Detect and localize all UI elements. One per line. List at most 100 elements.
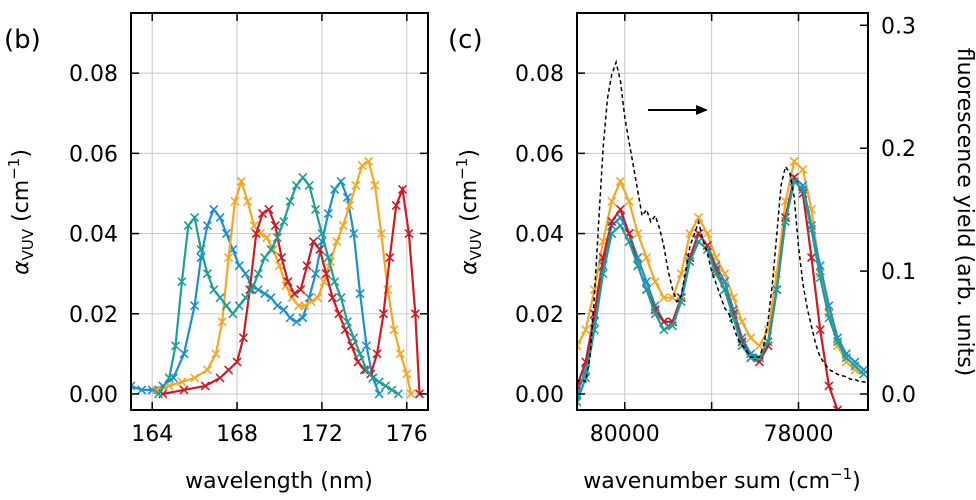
panel-b-x-tick-label: 168 bbox=[216, 422, 258, 447]
panel-b-y-axis-label: αVUV (cm−1) bbox=[5, 149, 37, 275]
panel-b-data-point-3 bbox=[342, 317, 352, 327]
panel-b-series-line-2 bbox=[162, 185, 421, 396]
panel-c-y2-tick-label: 0.3 bbox=[881, 14, 916, 39]
panel-b-y-tick-label: 0.06 bbox=[69, 142, 118, 167]
panel-c-x-tick-label: 78000 bbox=[764, 422, 834, 447]
panel-b-data-point-1 bbox=[217, 317, 227, 327]
panel-b-data-point-3 bbox=[298, 172, 308, 182]
panel-b-data-point-3 bbox=[349, 333, 359, 343]
panel-b-data-point-3 bbox=[170, 341, 181, 351]
panel-c-data-point-3 bbox=[850, 361, 860, 371]
panel-b-data-point-0 bbox=[285, 313, 295, 323]
panel-b-data-point-2 bbox=[283, 277, 293, 287]
panel-b-data-point-2 bbox=[308, 237, 319, 247]
panel-b-data-point-1 bbox=[190, 373, 200, 383]
panel-b-data-point-2 bbox=[215, 373, 225, 383]
panel-c-data-point-3 bbox=[650, 309, 660, 319]
panel-b-data-point-1 bbox=[370, 180, 380, 190]
panel-b-data-point-1 bbox=[202, 365, 212, 375]
panel-b-data-point-3 bbox=[154, 389, 164, 399]
panel-b-data-point-3 bbox=[387, 385, 397, 395]
panel-c-y-tick-label: 0.02 bbox=[515, 303, 564, 328]
panel-c-data-point-3 bbox=[667, 321, 678, 331]
panel-b-data-point-1 bbox=[364, 156, 374, 166]
panel-b-ticks: 164 168 172 176 0.00 0.02 0.04 0.06 0.08 bbox=[69, 13, 428, 447]
panel-b-data-point-0 bbox=[361, 341, 372, 351]
panel-c-data-point-3 bbox=[772, 285, 782, 295]
panel-b-series bbox=[131, 156, 425, 399]
panel-b-data-point-1 bbox=[177, 377, 187, 387]
panel-b-data-point-0 bbox=[310, 269, 321, 279]
panel-c-data-point-3 bbox=[824, 313, 834, 323]
panel-b-data-point-3 bbox=[228, 309, 238, 319]
panel-b-y-label-symbol: α bbox=[9, 260, 34, 275]
panel-c-y-tick-label: 0.00 bbox=[515, 383, 564, 408]
panel-b-data-point-3 bbox=[234, 301, 244, 311]
panel-b-y-tick-label: 0.00 bbox=[69, 383, 118, 408]
panel-b-data-point-1 bbox=[332, 237, 342, 247]
panel-c-series-line-1 bbox=[577, 175, 865, 395]
panel-c-data-point-3 bbox=[685, 257, 695, 267]
panel-c-y-tick-label: 0.04 bbox=[515, 223, 564, 248]
panel-b-data-point-3 bbox=[285, 196, 295, 207]
panel-b-data-point-2 bbox=[391, 200, 401, 211]
panel-b-data-point-3 bbox=[330, 277, 340, 287]
panel-b-data-point-2 bbox=[277, 253, 287, 263]
panel-c-data-point-0 bbox=[650, 277, 660, 287]
panel-c-data-point-0 bbox=[746, 333, 756, 343]
panel-b-data-point-2 bbox=[385, 253, 395, 263]
panel-c-y-label-unit: (cm bbox=[457, 180, 482, 229]
panel-c-x-label-exponent: −1 bbox=[830, 465, 852, 483]
panel-b-data-point-3 bbox=[381, 381, 391, 391]
panel-b-data-point-1 bbox=[406, 389, 416, 399]
panel-c-data-point-3 bbox=[624, 237, 634, 247]
panel-b-data-point-1 bbox=[344, 200, 355, 211]
panel-c-data-point-0 bbox=[737, 317, 747, 327]
panel-b-data-point-2 bbox=[359, 365, 369, 375]
panel-c-data-point-3 bbox=[798, 184, 808, 195]
panel-b-data-point-0 bbox=[272, 301, 282, 311]
panel-c-label: (c) bbox=[448, 25, 483, 55]
panel-b-data-point-2 bbox=[232, 357, 242, 367]
panel-b-x-tick-label: 164 bbox=[131, 422, 173, 447]
panel-b-data-point-3 bbox=[253, 269, 263, 279]
panel-b-data-point-3 bbox=[221, 301, 232, 311]
panel-b-data-point-1 bbox=[230, 196, 240, 207]
panel-b-data-point-0 bbox=[355, 289, 365, 299]
panel-b-data-point-3 bbox=[209, 285, 219, 295]
panel-b-data-point-1 bbox=[357, 160, 367, 170]
panel-b-data-point-2 bbox=[372, 349, 382, 359]
panel-b-data-point-2 bbox=[200, 381, 210, 391]
panel-b-data-point-3 bbox=[336, 293, 346, 303]
panel-b-data-point-3 bbox=[304, 180, 314, 190]
panel-c-data-point-2 bbox=[754, 357, 764, 367]
panel-b-data-point-1 bbox=[224, 253, 234, 263]
panel-c-y-label-close: ) bbox=[457, 149, 482, 158]
panel-b-data-point-0 bbox=[330, 184, 340, 195]
panel-b-data-point-0 bbox=[374, 389, 384, 399]
panel-b-data-point-3 bbox=[240, 293, 251, 303]
panel-c-data-point-3 bbox=[746, 353, 756, 363]
panel-c-x-tick-label: 80000 bbox=[590, 422, 660, 447]
panel-b-y-label-unit: (cm bbox=[9, 180, 34, 229]
panel-b-data-point-1 bbox=[376, 228, 386, 239]
panel-b-y-tick-label: 0.02 bbox=[69, 303, 118, 328]
panel-b-data-point-3 bbox=[190, 212, 200, 223]
panel-b-x-axis-label: wavelength (nm) bbox=[185, 469, 373, 494]
panel-b-data-point-0 bbox=[240, 269, 251, 279]
panel-c-x-label-close: ) bbox=[852, 469, 861, 494]
panel-b-data-point-1 bbox=[236, 176, 246, 186]
panel-b-y-label-subscript: VUV bbox=[19, 228, 37, 260]
panel-b-data-point-2 bbox=[296, 285, 306, 295]
panel-c-y-label-subscript: VUV bbox=[467, 228, 485, 260]
panel-c-data-point-0 bbox=[685, 228, 695, 239]
panel-b-data-point-2 bbox=[353, 357, 363, 367]
panel-b-data-point-3 bbox=[272, 233, 282, 243]
panel-b-data-point-0 bbox=[131, 381, 136, 391]
panel-b-x-tick-label: 172 bbox=[301, 422, 343, 447]
panel-b-data-point-3 bbox=[177, 277, 187, 287]
panel-b-data-point-2 bbox=[264, 204, 274, 215]
panel-c-series-line-4 bbox=[577, 59, 868, 384]
panel-c-data-point-0 bbox=[789, 156, 799, 166]
panel-b-data-point-0 bbox=[323, 208, 333, 219]
